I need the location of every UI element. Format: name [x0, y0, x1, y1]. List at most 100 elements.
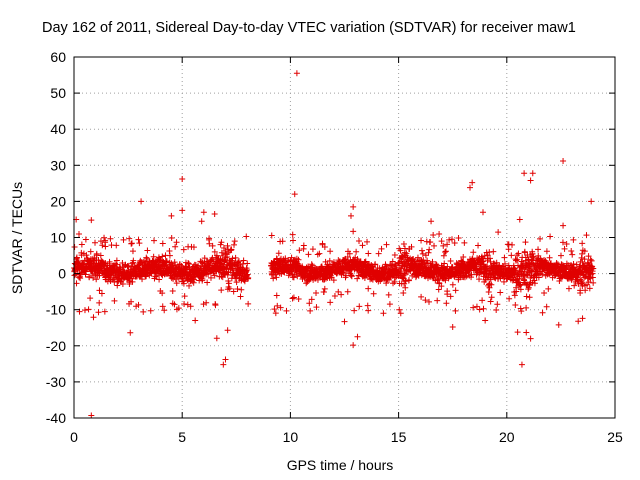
- outlier-point: [88, 217, 95, 224]
- data-point: [518, 308, 525, 315]
- data-point: [129, 278, 136, 285]
- outlier-point: [560, 157, 567, 164]
- data-point: [568, 247, 575, 254]
- data-point: [113, 242, 120, 249]
- outlier-point: [350, 228, 357, 235]
- data-point: [71, 243, 78, 250]
- data-point: [244, 260, 251, 267]
- data-point: [77, 275, 84, 282]
- data-point: [426, 239, 433, 246]
- data-point: [172, 243, 179, 250]
- outlier-point: [168, 212, 175, 219]
- data-point: [81, 307, 88, 314]
- data-point: [588, 257, 595, 264]
- data-point: [492, 275, 499, 282]
- chart-title: Day 162 of 2011, Sidereal Day-to-day VTE…: [42, 20, 576, 36]
- data-point: [469, 255, 476, 262]
- data-point: [185, 260, 192, 267]
- data-point: [126, 235, 133, 242]
- data-point: [227, 247, 234, 254]
- data-point: [274, 302, 281, 309]
- data-point: [506, 295, 513, 302]
- data-point: [563, 240, 570, 247]
- data-point: [353, 248, 360, 255]
- data-point: [313, 289, 320, 296]
- x-tick-label: 0: [70, 429, 78, 445]
- data-point: [151, 237, 158, 244]
- data-point: [293, 255, 300, 262]
- data-point: [157, 288, 164, 295]
- data-point: [228, 246, 235, 253]
- data-point: [128, 275, 135, 282]
- data-point: [128, 240, 135, 247]
- outlier-point: [341, 318, 348, 325]
- data-point: [209, 242, 216, 249]
- data-point: [436, 231, 443, 238]
- data-point: [168, 235, 175, 242]
- data-point: [342, 255, 349, 262]
- y-tick-label: 40: [50, 121, 66, 137]
- data-point: [418, 293, 425, 300]
- data-point: [406, 277, 413, 284]
- data-point: [391, 278, 398, 285]
- y-tick-label: -10: [46, 302, 66, 318]
- data-point: [313, 304, 320, 311]
- outlier-point: [347, 212, 354, 219]
- data-point: [391, 252, 398, 259]
- data-point: [400, 255, 407, 262]
- x-axis-label: GPS time / hours: [287, 457, 394, 473]
- data-point: [414, 254, 421, 261]
- data-point: [487, 298, 494, 305]
- x-tick-label: 10: [283, 429, 299, 445]
- data-point: [395, 259, 402, 266]
- data-point: [173, 280, 180, 287]
- outlier-point: [192, 317, 199, 324]
- data-point: [442, 277, 449, 284]
- data-point: [521, 249, 528, 256]
- data-point: [589, 274, 596, 281]
- outlier-point: [560, 222, 567, 229]
- y-tick-label: 60: [50, 49, 66, 65]
- outlier-point: [527, 177, 534, 184]
- data-point: [590, 279, 597, 286]
- data-point: [480, 305, 487, 312]
- data-point: [136, 240, 143, 247]
- data-point: [442, 249, 449, 256]
- data-point: [446, 236, 453, 243]
- outlier-point: [200, 209, 207, 216]
- data-point: [585, 279, 592, 286]
- data-point: [441, 260, 448, 267]
- data-point: [590, 265, 597, 272]
- x-tick-label: 5: [178, 429, 186, 445]
- data-point: [245, 274, 252, 281]
- data-point: [535, 246, 542, 253]
- data-point: [463, 273, 470, 280]
- data-point: [225, 280, 232, 287]
- data-point: [359, 242, 366, 249]
- data-point: [188, 243, 195, 250]
- data-point: [481, 252, 488, 259]
- data-point: [351, 307, 358, 314]
- data-point: [211, 248, 218, 255]
- outlier-point: [529, 170, 536, 177]
- data-point: [273, 274, 280, 281]
- data-point: [444, 291, 451, 298]
- data-point: [582, 287, 589, 294]
- data-point: [296, 247, 303, 254]
- data-point: [273, 292, 280, 299]
- data-point: [470, 249, 477, 256]
- data-point: [82, 271, 89, 278]
- y-tick-label: 20: [50, 193, 66, 209]
- data-point: [338, 291, 345, 298]
- data-point: [426, 246, 433, 253]
- data-point: [488, 281, 495, 288]
- data-point: [438, 283, 445, 290]
- data-point: [493, 306, 500, 313]
- data-point: [86, 274, 93, 281]
- data-point: [78, 252, 85, 259]
- data-point: [218, 249, 225, 256]
- data-point: [370, 290, 377, 297]
- data-point: [97, 252, 104, 259]
- data-point: [87, 248, 94, 255]
- data-point: [101, 234, 108, 241]
